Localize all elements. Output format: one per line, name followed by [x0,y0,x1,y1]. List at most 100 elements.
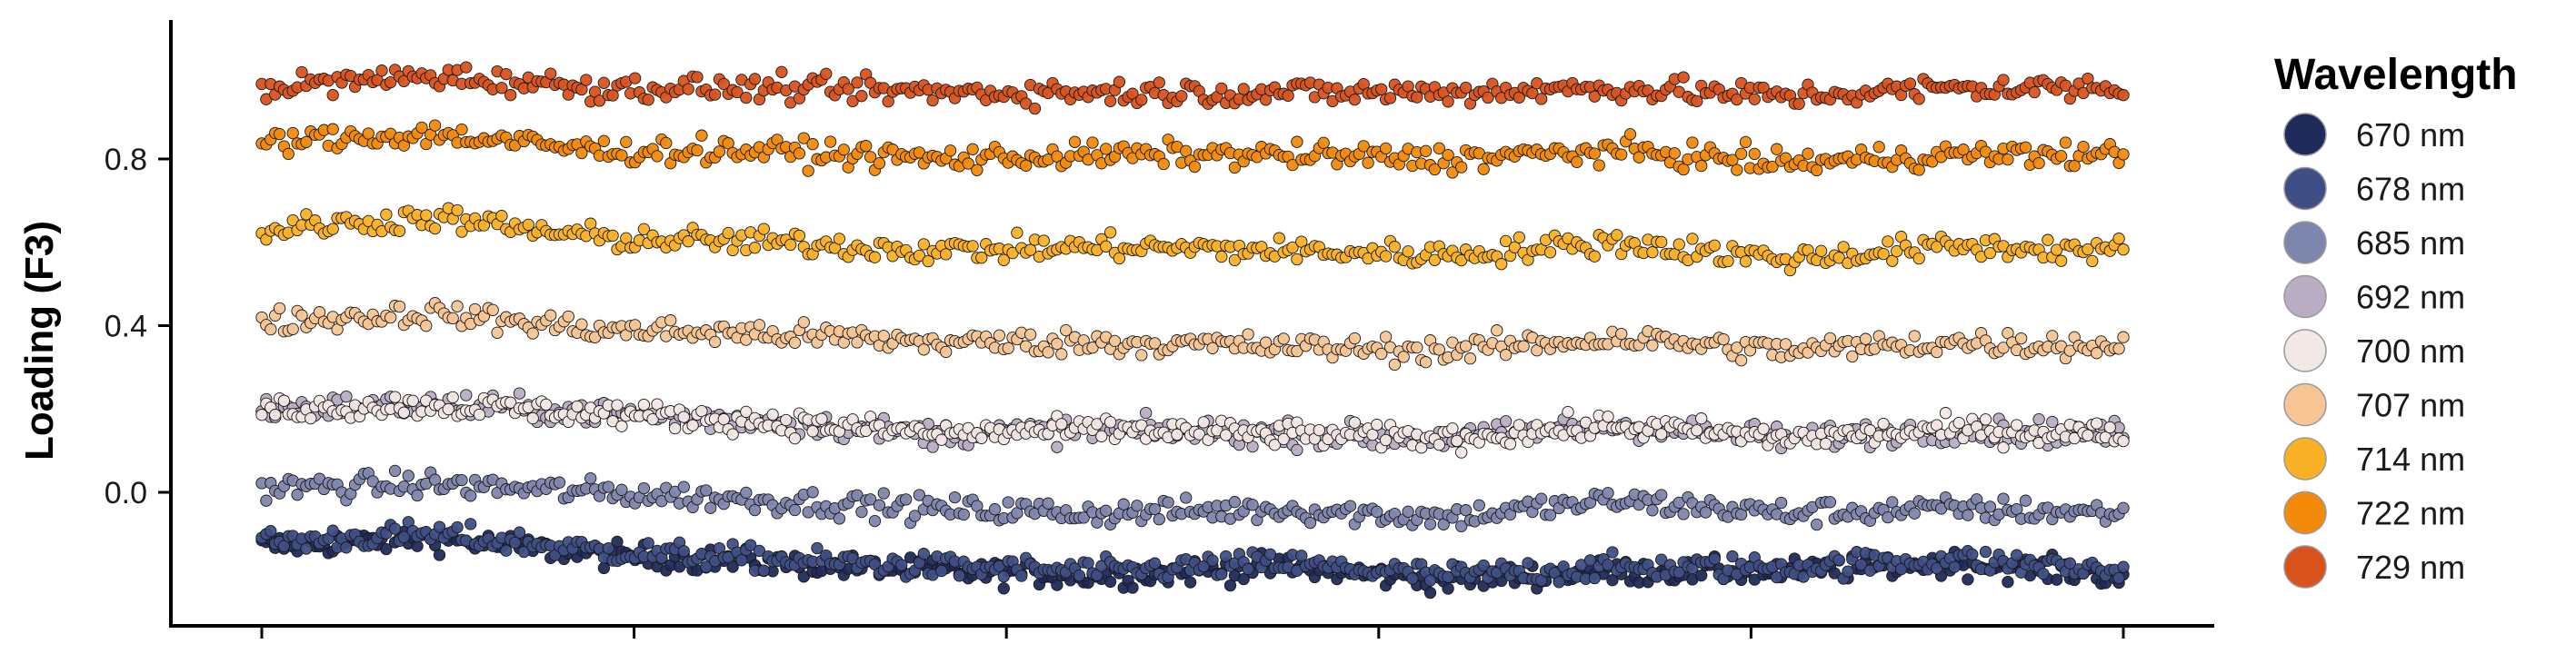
data-point [1655,553,1668,566]
data-point [522,218,534,232]
data-point [1042,497,1054,510]
data-point [1131,500,1143,512]
data-point [1011,507,1023,520]
data-point [1388,241,1402,253]
data-point [1912,93,1925,105]
data-point [1348,94,1362,106]
data-point [2112,342,2125,355]
legend-swatch [2283,166,2327,211]
data-point [748,242,762,254]
data-point [1912,164,1925,176]
data-point [1028,102,1042,115]
data-point [1215,250,1228,263]
data-point [388,464,402,478]
data-point [1433,438,1445,451]
data-point [1442,570,1454,583]
data-point [615,483,628,496]
data-point [300,542,313,555]
data-point [402,470,414,482]
data-point [433,549,446,561]
data-point [735,554,748,567]
legend-swatch [2283,113,2327,156]
data-point [513,526,526,539]
data-point [1082,557,1094,570]
data-point [1739,135,1752,149]
data-point [926,441,939,453]
data-point [508,536,522,550]
data-point [446,391,459,404]
data-point [1455,520,1468,532]
data-point [2117,560,2130,573]
data-point [340,541,353,554]
data-point [1206,554,1219,567]
data-point [2046,415,2059,429]
data-point [1406,572,1419,585]
data-point [1882,235,1894,248]
data-point [1997,492,2010,505]
data-point [1588,147,1601,160]
data-point [677,411,690,423]
data-point [1495,258,1508,271]
data-point [1886,496,1899,509]
data-point [1215,568,1228,580]
data-point [1423,574,1437,587]
y-axis-title: Loading (F3) [17,221,62,461]
data-point [1379,250,1393,263]
data-point [851,76,864,89]
data-point [966,143,979,155]
data-point [455,473,468,487]
series-722-nm [255,119,2130,179]
data-point [1055,418,1068,431]
data-point [340,390,353,403]
data-point [1015,570,1028,582]
data-point [1423,518,1437,530]
data-point [1135,94,1148,106]
data-point [265,525,277,538]
data-point [935,564,948,578]
data-point [2117,148,2130,161]
data-point [877,330,890,342]
data-point [695,404,708,418]
legend-label: 678 nm [2356,171,2465,208]
data-point [2019,141,2032,154]
data-point [1983,500,1997,513]
data-point [375,64,388,77]
data-point [2112,571,2125,585]
data-point [748,503,762,517]
data-point [740,91,753,104]
data-point [1611,229,1623,242]
data-point [868,514,882,528]
data-point [1655,235,1668,249]
data-point [255,409,268,421]
data-point [913,489,926,501]
data-point [1903,77,1917,90]
data-point [1997,441,2010,454]
data-point [1854,558,1868,571]
data-point [1695,159,1708,173]
legend-item: 722 nm [2283,490,2465,535]
data-point [1513,419,1525,431]
data-point [277,540,291,552]
data-point [1411,91,1423,104]
data-point [620,135,633,149]
data-point [1442,582,1454,595]
data-point [1588,250,1601,263]
data-point [500,67,513,81]
data-point [1183,576,1197,589]
data-point [1823,496,1837,509]
data-point [602,481,614,493]
data-point [500,544,513,557]
data-point [708,335,722,349]
data-point [726,428,739,441]
data-point [393,300,406,313]
legend-label: 692 nm [2356,279,2465,316]
data-point [1774,496,1788,510]
data-point [713,145,726,158]
y-tick-label: 0.0 [105,476,147,510]
data-point [1602,487,1614,500]
legend-item: 685 nm [2283,221,2465,264]
data-point [820,67,833,80]
data-point [1068,135,1082,148]
data-point [1615,327,1628,341]
